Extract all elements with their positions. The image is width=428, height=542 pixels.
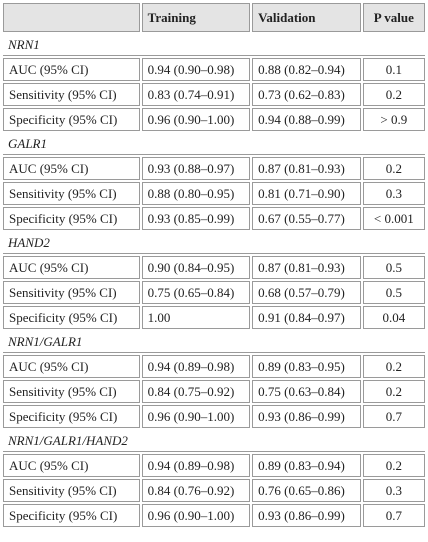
group-name: NRN1/GALR1	[3, 331, 425, 353]
value-cell: 0.87 (0.81–0.93)	[252, 256, 361, 279]
header-cell: Training	[141, 3, 251, 32]
group-row: GALR1	[3, 133, 425, 155]
header-row: Training Validation P value	[3, 3, 425, 32]
value-cell: 0.73 (0.62–0.83)	[252, 83, 361, 106]
data-row: Sensitivity (95% CI) 0.88 (0.80–0.95) 0.81…	[3, 182, 425, 205]
value-cell: 0.3	[362, 479, 425, 502]
value-cell: 0.89 (0.83–0.94)	[252, 454, 361, 477]
value-cell: 0.96 (0.90–1.00)	[141, 405, 251, 428]
value-cell: 0.96 (0.90–1.00)	[141, 108, 251, 131]
data-row: AUC (95% CI) 0.94 (0.89–0.98) 0.89 (0.83–0…	[3, 355, 425, 378]
value-cell: 0.87 (0.81–0.93)	[252, 157, 361, 180]
metric-name: Sensitivity (95% CI)	[3, 83, 140, 106]
value-cell: 1.00	[141, 306, 251, 329]
value-cell: 0.96 (0.90–1.00)	[141, 504, 251, 527]
value-cell: < 0.001	[362, 207, 425, 230]
results-table: Training Validation P value NRN1 AUC (95%…	[1, 1, 427, 529]
value-cell: 0.94 (0.89–0.98)	[141, 454, 251, 477]
value-cell: 0.75 (0.63–0.84)	[252, 380, 361, 403]
data-row: Sensitivity (95% CI) 0.83 (0.74–0.91) 0.73…	[3, 83, 425, 106]
value-cell: 0.88 (0.82–0.94)	[252, 58, 361, 81]
data-row: Sensitivity (95% CI) 0.84 (0.75–0.92) 0.75…	[3, 380, 425, 403]
value-cell: 0.5	[362, 256, 425, 279]
group-name: GALR1	[3, 133, 425, 155]
group-name: HAND2	[3, 232, 425, 254]
header-cell: P value	[362, 3, 425, 32]
metric-name: Specificity (95% CI)	[3, 504, 140, 527]
value-cell: 0.94 (0.88–0.99)	[252, 108, 361, 131]
value-cell: 0.68 (0.57–0.79)	[252, 281, 361, 304]
value-cell: 0.93 (0.86–0.99)	[252, 405, 361, 428]
data-row: Specificity (95% CI) 0.96 (0.90–1.00) 0.93…	[3, 504, 425, 527]
value-cell: 0.3	[362, 182, 425, 205]
value-cell: 0.76 (0.65–0.86)	[252, 479, 361, 502]
metric-name: AUC (95% CI)	[3, 454, 140, 477]
metric-name: Specificity (95% CI)	[3, 306, 140, 329]
data-row: Specificity (95% CI) 0.96 (0.90–1.00) 0.93…	[3, 405, 425, 428]
data-row: AUC (95% CI) 0.93 (0.88–0.97) 0.87 (0.81–0…	[3, 157, 425, 180]
data-row: Specificity (95% CI) 0.96 (0.90–1.00) 0.94…	[3, 108, 425, 131]
data-row: AUC (95% CI) 0.90 (0.84–0.95) 0.87 (0.81–0…	[3, 256, 425, 279]
value-cell: 0.84 (0.76–0.92)	[141, 479, 251, 502]
value-cell: 0.93 (0.85–0.99)	[141, 207, 251, 230]
value-cell: 0.81 (0.71–0.90)	[252, 182, 361, 205]
value-cell: 0.5	[362, 281, 425, 304]
value-cell: 0.84 (0.75–0.92)	[141, 380, 251, 403]
value-cell: 0.67 (0.55–0.77)	[252, 207, 361, 230]
value-cell: 0.7	[362, 405, 425, 428]
value-cell: 0.93 (0.88–0.97)	[141, 157, 251, 180]
value-cell: 0.89 (0.83–0.95)	[252, 355, 361, 378]
value-cell: 0.93 (0.86–0.99)	[252, 504, 361, 527]
value-cell: 0.88 (0.80–0.95)	[141, 182, 251, 205]
value-cell: 0.1	[362, 58, 425, 81]
group-row: NRN1/GALR1	[3, 331, 425, 353]
metric-name: Specificity (95% CI)	[3, 405, 140, 428]
value-cell: 0.04	[362, 306, 425, 329]
value-cell: 0.75 (0.65–0.84)	[141, 281, 251, 304]
group-name: NRN1/GALR1/HAND2	[3, 430, 425, 452]
value-cell: 0.2	[362, 380, 425, 403]
metric-name: Specificity (95% CI)	[3, 108, 140, 131]
metric-name: AUC (95% CI)	[3, 355, 140, 378]
data-row: Sensitivity (95% CI) 0.75 (0.65–0.84) 0.68…	[3, 281, 425, 304]
value-cell: 0.2	[362, 157, 425, 180]
value-cell: 0.91 (0.84–0.97)	[252, 306, 361, 329]
value-cell: 0.7	[362, 504, 425, 527]
table-body: NRN1 AUC (95% CI) 0.94 (0.90–0.98) 0.88 (0.…	[3, 34, 425, 527]
metric-name: AUC (95% CI)	[3, 58, 140, 81]
metric-name: Sensitivity (95% CI)	[3, 479, 140, 502]
group-row: NRN1	[3, 34, 425, 56]
value-cell: 0.94 (0.89–0.98)	[141, 355, 251, 378]
metric-name: Specificity (95% CI)	[3, 207, 140, 230]
group-name: NRN1	[3, 34, 425, 56]
value-cell: 0.94 (0.90–0.98)	[141, 58, 251, 81]
value-cell: 0.2	[362, 454, 425, 477]
metric-name: Sensitivity (95% CI)	[3, 182, 140, 205]
data-row: Specificity (95% CI) 1.00 0.91 (0.84–0.97)…	[3, 306, 425, 329]
header-cell	[3, 3, 140, 32]
group-row: HAND2	[3, 232, 425, 254]
data-row: AUC (95% CI) 0.94 (0.90–0.98) 0.88 (0.82–0…	[3, 58, 425, 81]
data-row: Sensitivity (95% CI) 0.84 (0.76–0.92) 0.76…	[3, 479, 425, 502]
group-row: NRN1/GALR1/HAND2	[3, 430, 425, 452]
value-cell: 0.2	[362, 83, 425, 106]
metric-name: AUC (95% CI)	[3, 157, 140, 180]
header-cell: Validation	[252, 3, 361, 32]
value-cell: 0.2	[362, 355, 425, 378]
data-row: AUC (95% CI) 0.94 (0.89–0.98) 0.89 (0.83–0…	[3, 454, 425, 477]
value-cell: > 0.9	[362, 108, 425, 131]
value-cell: 0.83 (0.74–0.91)	[141, 83, 251, 106]
data-row: Specificity (95% CI) 0.93 (0.85–0.99) 0.67…	[3, 207, 425, 230]
metric-name: Sensitivity (95% CI)	[3, 281, 140, 304]
metric-name: AUC (95% CI)	[3, 256, 140, 279]
value-cell: 0.90 (0.84–0.95)	[141, 256, 251, 279]
metric-name: Sensitivity (95% CI)	[3, 380, 140, 403]
